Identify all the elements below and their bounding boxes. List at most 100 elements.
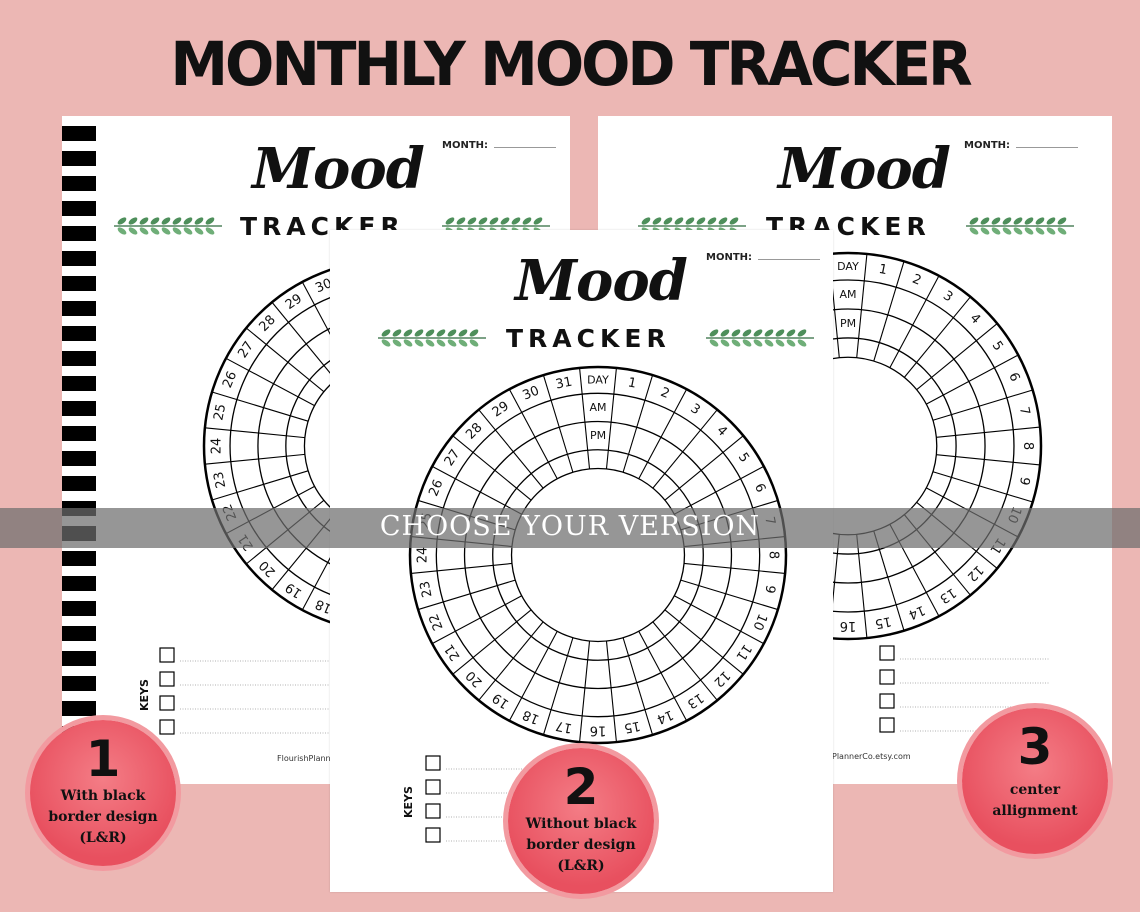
key-checkbox[interactable] bbox=[159, 647, 175, 663]
version-caption: allignment bbox=[992, 803, 1078, 819]
keys-checklist bbox=[159, 647, 330, 735]
ring-divider bbox=[936, 426, 1041, 438]
leaf-sprig-icon bbox=[378, 329, 486, 347]
ring-pm-label: PM bbox=[590, 429, 606, 442]
version-3-badge: 3 center allignment bbox=[962, 708, 1108, 854]
ring-day-label: 15 bbox=[623, 718, 642, 736]
ring-day-label: 30 bbox=[313, 276, 334, 296]
ring-divider bbox=[542, 637, 574, 736]
ring-divider bbox=[664, 609, 744, 675]
ring-day-label: 23 bbox=[418, 580, 436, 599]
key-checkbox[interactable] bbox=[879, 717, 895, 733]
month-field: MONTH: bbox=[964, 140, 1079, 151]
ring-divider bbox=[903, 296, 971, 378]
ring-day-header: DAY bbox=[587, 374, 609, 387]
key-checkbox[interactable] bbox=[879, 693, 895, 709]
mood-title: Mood bbox=[515, 248, 688, 314]
mood-title: Mood bbox=[778, 136, 951, 202]
ring-day-label: 14 bbox=[654, 706, 675, 726]
leaf-sprig-icon bbox=[706, 329, 814, 347]
version-caption: With black bbox=[60, 788, 146, 804]
ring-divider bbox=[508, 631, 558, 722]
ring-divider bbox=[622, 637, 654, 736]
ring-day-label: 31 bbox=[554, 375, 573, 393]
black-border-stripes bbox=[62, 116, 96, 784]
choose-version-banner: CHOOSE YOUR VERSION bbox=[379, 511, 761, 542]
ring-day-label: 18 bbox=[521, 706, 542, 726]
version-caption: (L&R) bbox=[79, 830, 127, 846]
key-checkbox[interactable] bbox=[425, 803, 441, 819]
ring-divider bbox=[225, 357, 315, 407]
ring-divider bbox=[680, 579, 779, 611]
ring-divider bbox=[542, 374, 574, 473]
key-checkbox[interactable] bbox=[425, 755, 441, 771]
ring-divider bbox=[204, 427, 305, 439]
key-checkbox[interactable] bbox=[879, 669, 895, 685]
leaf-sprig-icon bbox=[966, 217, 1074, 235]
ring-day-label: 17 bbox=[554, 718, 573, 736]
key-checkbox[interactable] bbox=[159, 695, 175, 711]
ring-divider bbox=[478, 621, 544, 701]
ring-divider bbox=[932, 471, 1033, 503]
ring-divider bbox=[579, 641, 591, 743]
key-checkbox[interactable] bbox=[159, 719, 175, 735]
ring-day-label: 10 bbox=[749, 611, 769, 632]
ring-divider bbox=[638, 388, 688, 479]
ring-day-label: 8 bbox=[1020, 442, 1035, 450]
ring-divider bbox=[417, 579, 516, 611]
ring-divider bbox=[916, 323, 998, 391]
key-checkbox[interactable] bbox=[425, 827, 441, 843]
version-caption: Without black bbox=[525, 816, 637, 832]
ring-divider bbox=[431, 595, 522, 645]
key-checkbox[interactable] bbox=[425, 779, 441, 795]
footer-url: PlannerCo.etsy.com bbox=[832, 752, 911, 761]
ring-day-label: 26 bbox=[426, 478, 446, 499]
ring-divider bbox=[652, 621, 718, 701]
ring-divider bbox=[873, 261, 905, 362]
mood-title: Mood bbox=[252, 136, 425, 202]
ring-day-label: 22 bbox=[426, 611, 446, 632]
ring-day-label: 16 bbox=[590, 722, 607, 737]
ring-day-label: 15 bbox=[873, 613, 892, 631]
ring-divider bbox=[431, 465, 522, 515]
ring-day-header: DAY bbox=[837, 260, 859, 273]
ring-divider bbox=[508, 388, 558, 479]
version-2-badge: 2 Without black border design (L&R) bbox=[508, 748, 654, 894]
ring-divider bbox=[652, 409, 718, 489]
ring-divider bbox=[211, 470, 309, 501]
ring-divider bbox=[638, 631, 688, 722]
version-caption: center bbox=[1009, 782, 1061, 798]
ring-divider bbox=[622, 374, 654, 473]
keys-label: KEYS bbox=[402, 786, 415, 818]
tracker-sheet-version-2: MONTH: Mood TRACKER DAY12345678910111213… bbox=[330, 230, 833, 892]
ring-am-label: AM bbox=[839, 288, 856, 301]
ring-day-label: 8 bbox=[765, 551, 780, 559]
ring-day-label: 1 bbox=[627, 375, 638, 391]
headline: MONTHLY MOOD TRACKER bbox=[170, 28, 972, 100]
ring-day-label: 1 bbox=[877, 262, 888, 278]
ring-divider bbox=[605, 641, 617, 743]
ring-day-label: 25 bbox=[211, 403, 229, 422]
key-checkbox[interactable] bbox=[879, 645, 895, 661]
ring-divider bbox=[684, 562, 786, 574]
ring-day-label: 18 bbox=[313, 596, 334, 616]
version-caption: border design bbox=[48, 809, 158, 825]
ring-divider bbox=[410, 562, 512, 574]
ring-day-label: 30 bbox=[521, 383, 542, 403]
version-caption: border design bbox=[526, 837, 636, 853]
ring-divider bbox=[245, 327, 325, 393]
ring-day-label: 9 bbox=[761, 584, 777, 595]
version-number: 2 bbox=[563, 758, 599, 816]
ring-day-label: 16 bbox=[840, 618, 857, 633]
banner-strip bbox=[0, 508, 1140, 548]
version-number: 1 bbox=[85, 730, 121, 788]
ring-divider bbox=[204, 453, 305, 465]
ring-divider bbox=[936, 454, 1041, 466]
month-field: MONTH: bbox=[442, 140, 557, 151]
ring-divider bbox=[211, 391, 309, 422]
ring-divider bbox=[674, 465, 765, 515]
version-caption: (L&R) bbox=[557, 858, 605, 874]
ring-divider bbox=[452, 435, 532, 501]
key-checkbox[interactable] bbox=[159, 671, 175, 687]
ring-day-label: 23 bbox=[211, 470, 229, 489]
